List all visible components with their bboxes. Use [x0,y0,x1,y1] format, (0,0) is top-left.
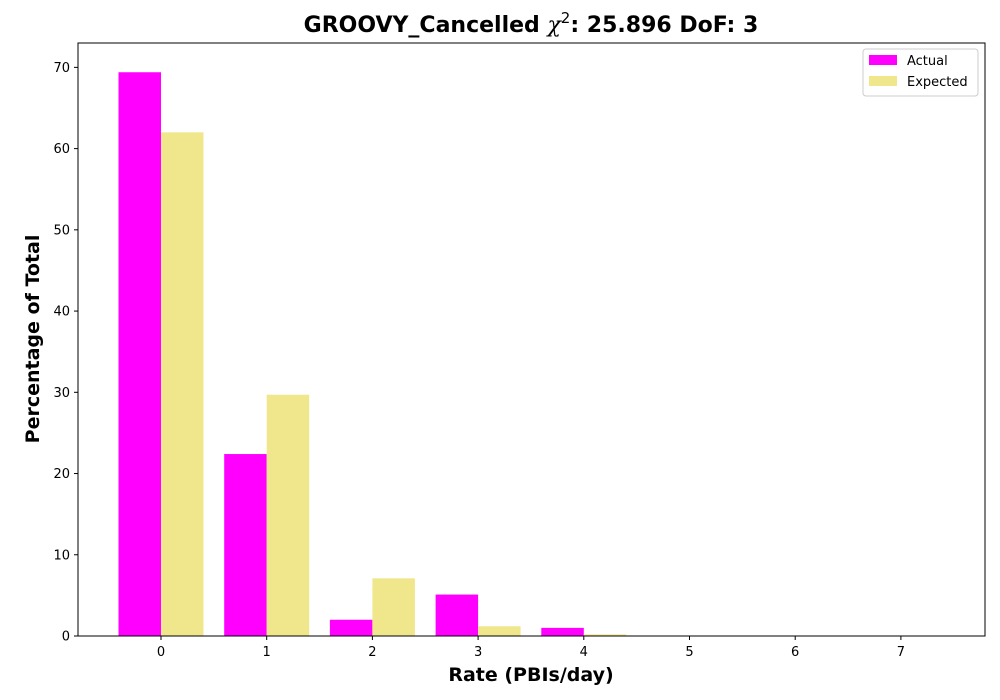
y-tick-label: 40 [53,305,70,320]
y-tick-label: 70 [53,61,70,76]
bars-group [118,72,627,636]
bar-actual-3 [435,594,479,636]
bar-actual-2 [329,619,373,636]
x-tick-label: 5 [685,645,693,660]
axes-group: 0 10 20 30 40 50 60 70 0 1 2 3 4 5 6 7 [53,42,986,660]
y-tick-label: 20 [53,467,70,482]
plot-frame [77,42,986,637]
y-tick-label: 30 [53,386,70,401]
legend: Actual Expected [862,48,979,97]
chart-title: GROOVY_Cancelled χ2: 25.896 DoF: 3 [304,9,759,38]
x-tick-label: 7 [897,645,905,660]
legend-swatch-actual [869,55,897,65]
x-tick-label: 6 [791,645,799,660]
bar-actual-4 [541,627,584,636]
legend-label-actual: Actual [907,54,948,69]
y-axis-label: Percentage of Total [22,235,44,444]
x-axis-label: Rate (PBIs/day) [448,664,613,686]
bar-actual-0 [118,72,161,636]
legend-swatch-expected [869,76,897,86]
y-tick-label: 50 [53,223,70,238]
bar-actual-1 [224,454,267,636]
y-tick-label: 10 [53,548,70,563]
bar-expected-0 [161,132,204,636]
x-tick-label: 1 [263,645,271,660]
x-tick-label: 3 [474,645,482,660]
legend-label-expected: Expected [907,75,968,90]
bar-expected-2 [372,578,415,636]
x-tick-label: 2 [368,645,376,660]
y-tick-label: 0 [62,630,70,645]
bar-expected-4 [583,634,627,636]
x-tick-label: 4 [580,645,588,660]
y-tick-label: 60 [53,142,70,157]
x-tick-label: 0 [157,645,165,660]
bar-expected-3 [478,626,521,636]
bar-expected-1 [266,394,310,636]
